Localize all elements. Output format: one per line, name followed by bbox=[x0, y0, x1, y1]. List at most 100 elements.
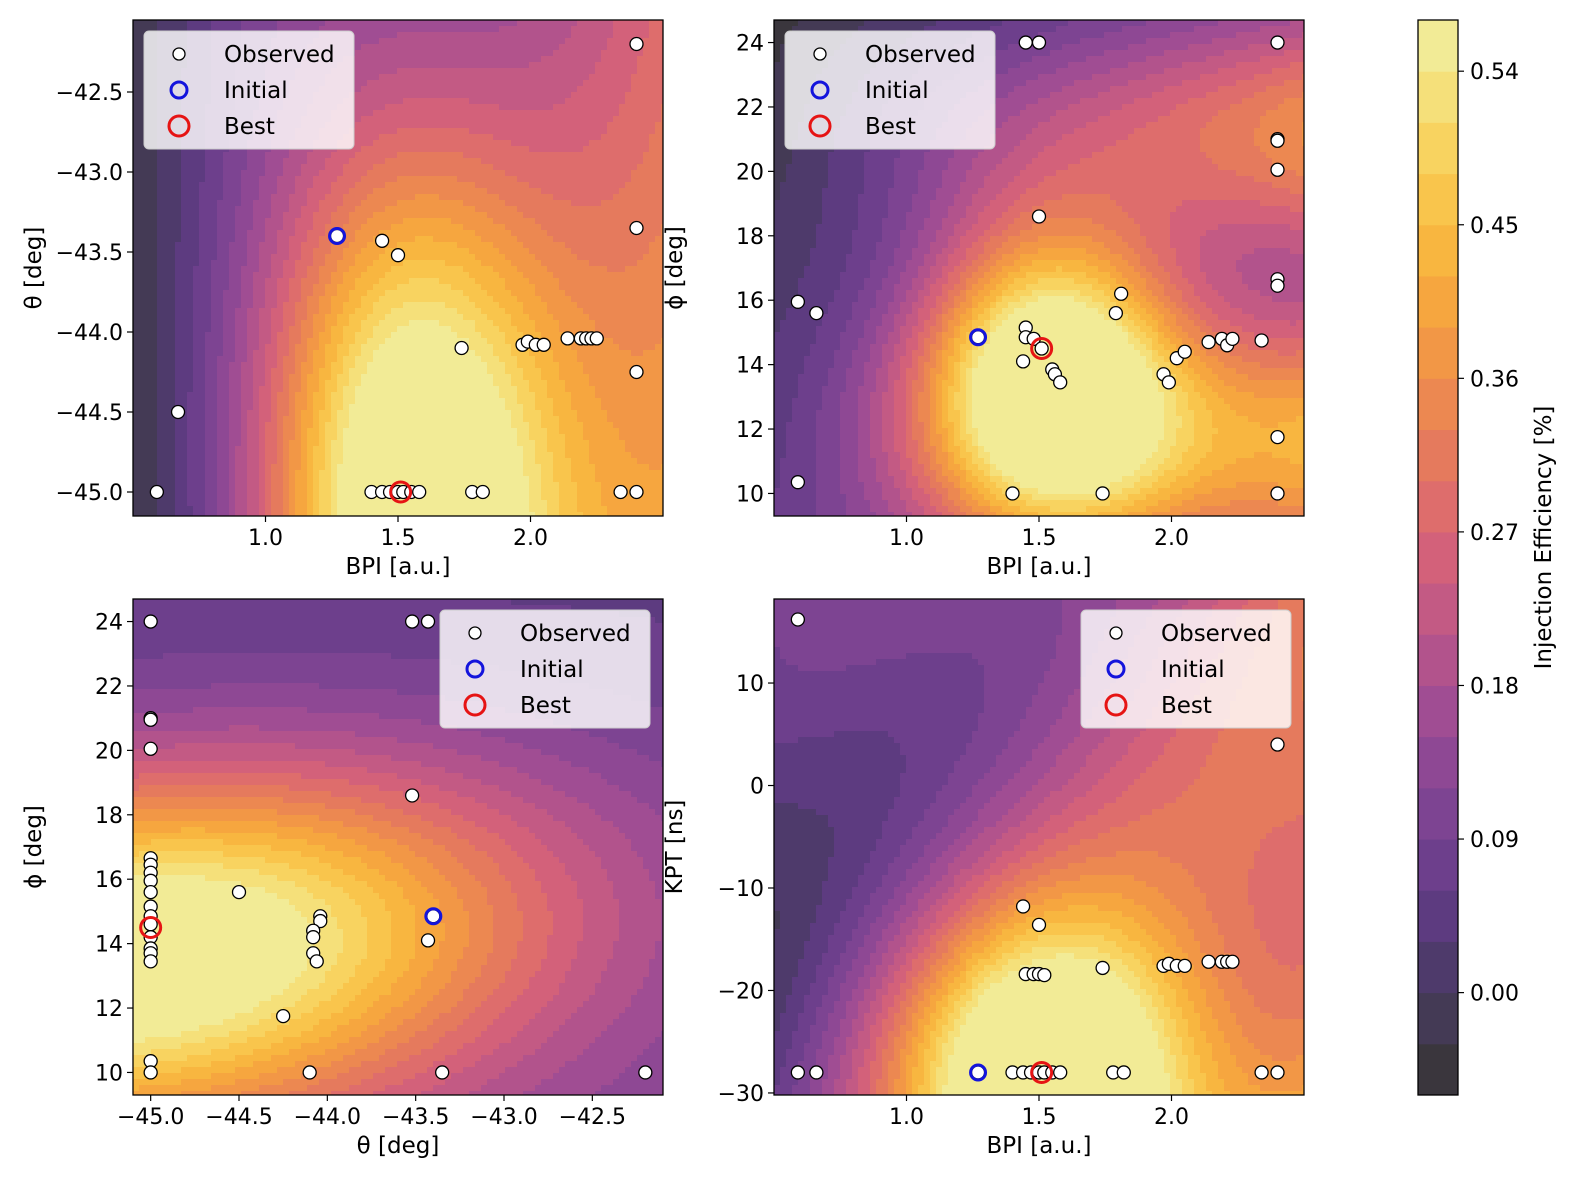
colorbar-level bbox=[1418, 327, 1458, 379]
plot-frame bbox=[132, 598, 664, 1096]
observed-point bbox=[1225, 954, 1240, 969]
legend-box bbox=[143, 30, 355, 150]
observed-point bbox=[313, 913, 328, 929]
colorbar: 0.00 0.09 0.18 0.27 0.36 0.45 0.54 Injection Ef… bbox=[1417, 19, 1557, 1096]
y-tick-label: 14 bbox=[736, 354, 764, 379]
x-axis-label: BPI [a.u.] bbox=[987, 1133, 1092, 1159]
observed-point bbox=[143, 884, 158, 900]
y-tick-label: 24 bbox=[95, 611, 123, 636]
legend-observed-marker bbox=[813, 47, 827, 61]
observed-point bbox=[143, 1065, 158, 1080]
observed-point bbox=[1270, 737, 1285, 752]
legend-initial-marker bbox=[1106, 659, 1126, 679]
observed-point bbox=[1270, 429, 1285, 445]
y-tick-label: −44.5 bbox=[56, 401, 123, 426]
colorbar-tick-label: 0.45 bbox=[1470, 214, 1519, 239]
colorbar-level bbox=[1418, 992, 1458, 1045]
x-tick-label: 1.0 bbox=[248, 526, 283, 551]
observed-point bbox=[790, 294, 805, 309]
colorbar-level bbox=[1418, 531, 1458, 584]
x-axis-label: BPI [a.u.] bbox=[346, 554, 451, 580]
observed-point bbox=[1161, 375, 1176, 390]
colorbar-level bbox=[1418, 480, 1458, 533]
colorbar-level bbox=[1418, 20, 1458, 72]
observed-point bbox=[1254, 1065, 1269, 1080]
x-tick-label: −45.0 bbox=[117, 1105, 184, 1130]
legend-best-label: Best bbox=[1161, 693, 1212, 719]
colorbar-level bbox=[1418, 275, 1458, 328]
y-tick-label: −43.5 bbox=[56, 241, 123, 266]
observed-point bbox=[1037, 967, 1052, 983]
observed-point bbox=[1116, 1065, 1131, 1080]
colorbar-level bbox=[1418, 122, 1458, 175]
legend-box bbox=[784, 30, 996, 150]
colorbar-label: Injection Efficiency [%] bbox=[1531, 406, 1557, 670]
observed-point bbox=[143, 614, 158, 629]
x-tick-label: 1.0 bbox=[889, 1105, 924, 1130]
observed-point bbox=[420, 614, 436, 629]
y-axis-label: ϕ [deg] bbox=[21, 805, 47, 889]
legend-best-marker bbox=[463, 693, 487, 717]
initial-point bbox=[424, 907, 443, 926]
observed-point bbox=[1031, 35, 1047, 50]
observed-point bbox=[404, 788, 420, 803]
observed-point bbox=[143, 954, 158, 969]
observed-point bbox=[790, 1065, 805, 1080]
panel-bpi-theta: 1.0 1.5 2.0 −42.5 −43.0 −43.5 −44.0 −44.5 −45.0 B… bbox=[21, 19, 664, 580]
colorbar-tick-label: 0.27 bbox=[1470, 521, 1519, 546]
observed-point bbox=[1031, 209, 1047, 224]
legend: Observed Initial Best bbox=[784, 30, 996, 150]
y-tick-label: 20 bbox=[736, 160, 764, 185]
observed-point bbox=[1270, 486, 1285, 501]
observed-point bbox=[404, 614, 420, 629]
observed-point bbox=[306, 930, 321, 945]
best-point bbox=[389, 480, 413, 504]
x-tick-label: 1.0 bbox=[889, 526, 924, 551]
x-tick-label: 1.5 bbox=[1022, 1105, 1057, 1130]
y-tick-label: 16 bbox=[95, 868, 123, 893]
legend-box bbox=[439, 609, 651, 729]
colorbar-level bbox=[1418, 224, 1458, 277]
legend-initial-marker bbox=[465, 659, 485, 679]
legend-best-label: Best bbox=[865, 114, 916, 140]
observed-point bbox=[790, 612, 805, 627]
scatter-points bbox=[139, 614, 653, 1080]
observed-point bbox=[629, 364, 644, 380]
colorbar-level bbox=[1418, 685, 1458, 738]
observed-point bbox=[231, 884, 247, 900]
legend-best-label: Best bbox=[520, 693, 571, 719]
legend-best-marker bbox=[1104, 693, 1128, 717]
y-tick-label: 22 bbox=[736, 96, 764, 121]
observed-point bbox=[276, 1008, 291, 1024]
colorbar-tick-label: 0.36 bbox=[1470, 367, 1519, 392]
y-tick-label: 14 bbox=[95, 933, 123, 958]
observed-point bbox=[1034, 341, 1049, 356]
legend: Observed Initial Best bbox=[439, 609, 651, 729]
colorbar-level bbox=[1418, 634, 1458, 686]
observed-point bbox=[309, 954, 324, 969]
colorbar-level bbox=[1418, 1043, 1458, 1096]
colorbar-level bbox=[1418, 890, 1458, 942]
observed-point bbox=[1114, 286, 1129, 301]
observed-point bbox=[629, 36, 644, 52]
observed-point bbox=[1053, 1065, 1068, 1080]
y-axis-label: θ [deg] bbox=[21, 227, 47, 310]
y-tick-label: 0 bbox=[750, 775, 764, 800]
observed-point bbox=[170, 404, 186, 420]
observed-point bbox=[1270, 133, 1285, 148]
legend: Observed Initial Best bbox=[143, 30, 355, 150]
colorbar-tick-label: 0.54 bbox=[1470, 60, 1519, 85]
observed-point bbox=[1053, 375, 1068, 390]
observed-point bbox=[302, 1065, 317, 1080]
observed-point bbox=[1270, 278, 1285, 293]
colorbar-frame bbox=[1417, 19, 1459, 1096]
y-axis-label: ϕ [deg] bbox=[662, 226, 688, 310]
observed-point bbox=[1270, 1065, 1285, 1080]
legend-observed-marker bbox=[468, 626, 482, 640]
colorbar-level bbox=[1418, 378, 1458, 431]
panel-bpi-kpt: 1.0 1.5 2.0 10 0 −10 −20 −30 BPI [a.u.] KPT [ns] O… bbox=[662, 598, 1305, 1159]
colorbar-tick-label: 0.09 bbox=[1470, 828, 1519, 853]
colorbar-level bbox=[1418, 787, 1458, 840]
observed-point bbox=[390, 248, 406, 263]
y-tick-label: 18 bbox=[95, 804, 123, 829]
